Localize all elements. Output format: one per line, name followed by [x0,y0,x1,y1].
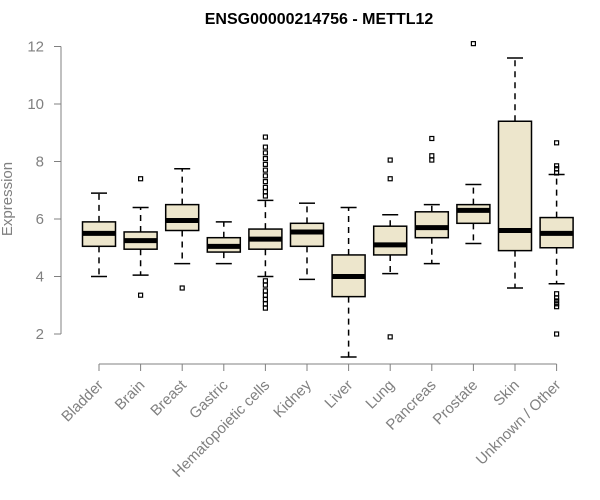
box-skin [497,57,533,289]
outlier-point [429,135,435,142]
box-breast [164,167,200,291]
iqr-box [372,225,408,256]
x-tick-label: Bladder [58,377,107,426]
outlier-point [138,292,144,298]
box-kidney [289,202,325,281]
y-axis: 2 4 6 8 10 12 [27,39,62,343]
chart-title: ENSG00000214756 - METTL12 [205,11,434,28]
outlier-point [429,153,435,159]
x-tick-label: Kidney [270,376,315,421]
outlier-point [553,295,560,301]
outlier-point [262,193,268,199]
box-hematopoietic-cells [248,134,283,311]
outlier-point [553,298,560,304]
outlier-point [387,334,393,340]
x-tick-label: Prostate [430,377,482,429]
outlier-point [553,170,560,176]
iqr-box [456,203,491,225]
box-unknown-other [539,140,574,337]
outlier-point [553,163,560,169]
outlier-point [262,144,268,150]
outlier-point [387,157,393,163]
y-tick-label: 10 [27,96,44,113]
box-gastric [206,221,242,265]
outlier-point [262,301,268,307]
outlier-point [262,173,268,179]
iqr-box [289,222,325,248]
outlier-point [553,304,560,310]
outlier-point [387,176,393,182]
outlier-point [262,134,268,140]
y-tick-label: 4 [36,269,44,286]
x-tick-label: Breast [147,376,190,419]
outlier-point [262,292,268,298]
outlier-point [262,184,268,190]
outlier-point [179,285,185,291]
outlier-point [262,305,268,311]
y-tick-label: 6 [36,211,44,228]
outlier-point [262,150,268,156]
outlier-point [429,157,435,163]
outlier-point [262,189,268,195]
box-lung [372,157,408,340]
iqr-box [414,211,450,239]
box-brain [123,176,158,298]
box-bladder [81,192,117,278]
iqr-box [164,203,200,232]
outlier-point [262,161,268,167]
y-axis-label: Expression [0,162,16,236]
x-tick-label: Skin [490,377,523,410]
outlier-point [262,296,268,303]
y-tick-label: 12 [27,39,44,56]
outlier-point [262,179,268,185]
outlier-point [553,331,560,337]
outlier-point [553,291,560,297]
box-prostate [456,41,491,245]
x-tick-label: Brain [112,377,149,414]
outlier-point [262,288,268,294]
outlier-point [262,278,268,284]
outlier-point [262,167,268,173]
outlier-point [553,140,560,146]
box-series [81,41,574,358]
outlier-point [262,282,268,288]
box-pancreas [414,135,450,265]
x-tick-label: Liver [321,377,356,412]
box-liver [331,206,366,358]
outlier-point [138,176,144,182]
outlier-point [553,301,560,307]
outlier-point [262,156,268,162]
x-tick-label: Lung [362,377,398,413]
outlier-point [470,41,476,47]
y-tick-label: 8 [36,154,44,171]
y-tick-label: 2 [36,326,44,343]
